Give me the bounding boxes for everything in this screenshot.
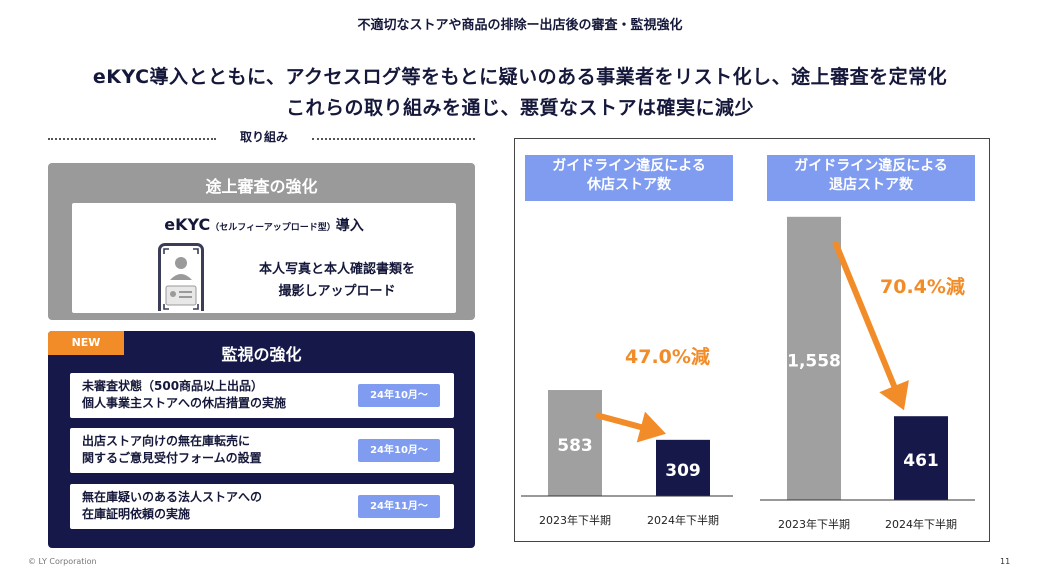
chart1-value-label: 583 — [557, 436, 593, 456]
chart2-title: ガイドライン違反による 退店ストア数 — [767, 155, 975, 201]
monitor-item-line-2: 関するご意見受付フォームの設置 — [82, 451, 262, 465]
review-panel-title: 途上審査の強化 — [205, 177, 318, 196]
chart1-title-line-2: 休店ストア数 — [587, 177, 671, 193]
chart2-category-label: 2024年下半期 — [885, 517, 957, 531]
section-divider-left — [48, 138, 216, 140]
copyright: © LY Corporation — [28, 557, 97, 566]
monitor-item-date: 24年11月〜 — [358, 495, 440, 518]
chart2-decrease-arrow-icon — [832, 240, 909, 411]
chart2-bar — [787, 216, 841, 500]
chart2-change-label: 70.4%減 — [880, 276, 965, 298]
chart1-title: ガイドライン違反による 休店ストア数 — [525, 155, 733, 201]
chart2-category-label: 2023年下半期 — [778, 517, 850, 531]
monitor-item-text: 無在庫疑いのある法人ストアへの 在庫証明依頼の実施 — [82, 489, 352, 523]
section-label: 取り組み — [239, 130, 288, 144]
headline-line-2: これらの取り組みを通じ、悪質なストアは確実に減少 — [285, 97, 754, 119]
chart2-value-label: 461 — [903, 451, 939, 471]
monitor-item-line-1: 無在庫疑いのある法人ストアへの — [82, 490, 263, 504]
chart2-title-line-1: ガイドライン違反による — [794, 158, 948, 174]
ekyc-note: （セルフィーアップロード型） — [210, 223, 336, 233]
ekyc-label: eKYC — [164, 215, 211, 234]
section-divider-right — [312, 138, 475, 140]
monitor-item: 無在庫疑いのある法人ストアへの 在庫証明依頼の実施 24年11月〜 — [70, 484, 454, 529]
chart1-title-line-1: ガイドライン違反による — [552, 158, 706, 174]
monitor-item-line-1: 出店ストア向けの無在庫転売に — [82, 434, 251, 448]
ekyc-heading: eKYC（セルフィーアップロード型）導入 — [72, 215, 456, 235]
monitor-item: 出店ストア向けの無在庫転売に 関するご意見受付フォームの設置 24年10月〜 — [70, 428, 454, 473]
phone-selfie-icon — [158, 243, 204, 311]
chart1-bar — [548, 390, 602, 496]
chart1-change-label: 47.0%減 — [625, 346, 710, 368]
review-panel: 途上審査の強化 eKYC（セルフィーアップロード型）導入 本人写真と本人確認書類… — [48, 163, 475, 320]
new-badge: NEW — [48, 331, 124, 355]
ekyc-suffix: 導入 — [335, 218, 364, 234]
chart2-title-line-2: 退店ストア数 — [829, 177, 913, 193]
chart-frame — [514, 138, 990, 542]
page-number: 11 — [1000, 557, 1011, 566]
monitor-item-date: 24年10月〜 — [358, 384, 440, 407]
monitor-item-line-1: 未審査状態（500商品以上出品） — [82, 379, 264, 393]
photo-text-line-2: 撮影しアップロード — [278, 284, 396, 299]
photo-upload-text: 本人写真と本人確認書類を 撮影しアップロード — [222, 259, 452, 303]
monitor-item-line-2: 個人事業主ストアへの休店措置の実施 — [82, 396, 287, 410]
chart2-value-label: 1,558 — [787, 351, 841, 371]
photo-text-line-1: 本人写真と本人確認書類を — [258, 262, 415, 277]
chart2-bar — [894, 416, 948, 500]
chart1-category-label: 2024年下半期 — [647, 513, 719, 527]
monitor-item-line-2: 在庫証明依頼の実施 — [82, 507, 191, 521]
page-title: 不適切なストアや商品の排除ー出店後の審査・監視強化 — [357, 18, 683, 33]
monitor-panel: NEW 監視の強化 未審査状態（500商品以上出品） 個人事業主ストアへの休店措… — [48, 331, 475, 548]
headline-line-1: eKYC導入とともに、アクセスログ等をもとに疑いのある事業者をリスト化し、途上審… — [92, 66, 948, 88]
chart1-bar — [656, 439, 710, 496]
chart1-category-label: 2023年下半期 — [539, 513, 611, 527]
monitor-panel-title: 監視の強化 — [221, 345, 302, 364]
monitor-item: 未審査状態（500商品以上出品） 個人事業主ストアへの休店措置の実施 24年10… — [70, 373, 454, 418]
monitor-item-date: 24年10月〜 — [358, 439, 440, 462]
monitor-item-text: 未審査状態（500商品以上出品） 個人事業主ストアへの休店措置の実施 — [82, 378, 352, 412]
monitor-item-text: 出店ストア向けの無在庫転売に 関するご意見受付フォームの設置 — [82, 433, 352, 467]
chart1-value-label: 309 — [665, 461, 701, 481]
ekyc-card: eKYC（セルフィーアップロード型）導入 本人写真と本人確認書類を 撮影しアップ… — [72, 203, 456, 313]
chart1-decrease-arrow-icon — [595, 411, 666, 443]
